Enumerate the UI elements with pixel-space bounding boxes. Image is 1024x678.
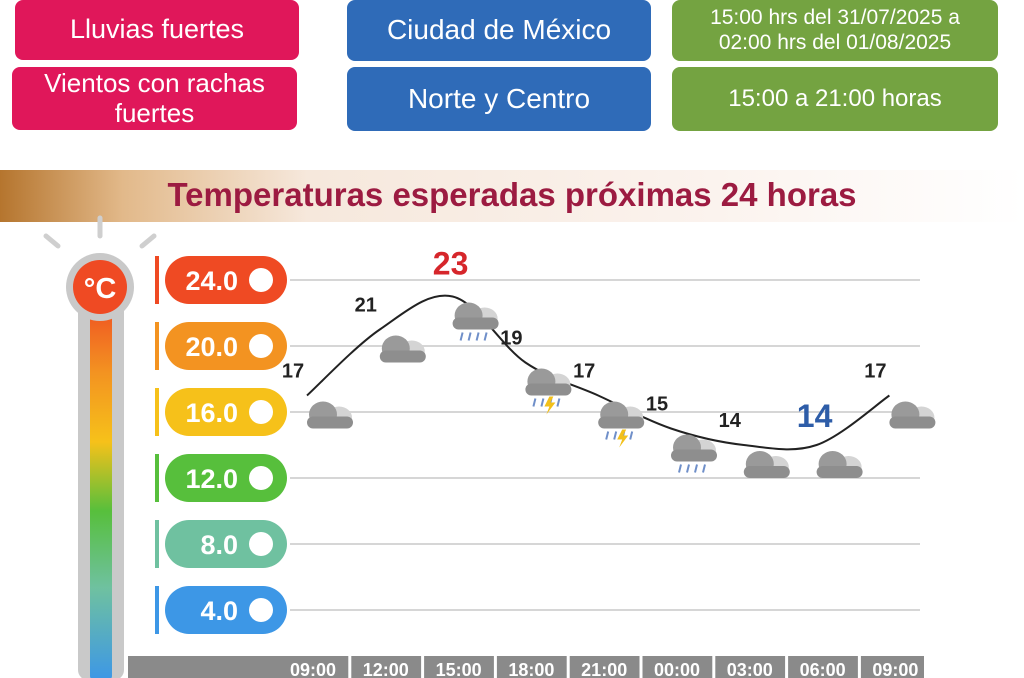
y-tick-pill [165, 520, 287, 568]
y-tick-marker [155, 520, 159, 568]
y-tick-marker [155, 256, 159, 304]
x-tick-label: 12:00 [363, 660, 409, 678]
y-tick-dot [249, 334, 273, 358]
value-label: 15 [646, 394, 668, 416]
cloudy-icon [743, 451, 790, 478]
region-badge: Ciudad de México [347, 0, 651, 61]
y-tick-label: 8.0 [200, 530, 238, 560]
y-tick-marker [155, 322, 159, 370]
value-label: 19 [500, 328, 522, 350]
temperature-line [306, 294, 890, 451]
y-tick-label: 24.0 [185, 266, 238, 296]
min-value-label: 14 [797, 398, 833, 434]
y-tick-pill [165, 454, 287, 502]
thermometer-icon: °C [43, 215, 157, 678]
cloudy-icon [307, 401, 353, 429]
x-tick-label: 15:00 [436, 660, 482, 678]
value-label: 21 [355, 295, 377, 317]
y-tick-label: 16.0 [185, 398, 238, 428]
value-label: 17 [864, 361, 886, 383]
y-tick-label: 12.0 [185, 464, 238, 494]
period-badge: 15:00 hrs del 31/07/2025 a 02:00 hrs del… [672, 0, 998, 61]
storm-icon [525, 368, 572, 415]
storm-icon [598, 401, 645, 448]
y-tick-pill [165, 388, 287, 436]
rain-icon [452, 302, 499, 341]
y-tick-pill [165, 256, 287, 304]
cloudy-icon [889, 401, 936, 429]
section-title: Temperaturas esperadas próximas 24 horas [167, 176, 857, 213]
x-tick-label: 09:00 [872, 660, 918, 678]
y-tick-dot [249, 598, 273, 622]
x-axis-bar [128, 656, 924, 678]
period-badge: 15:00 a 21:00 horas [672, 67, 998, 131]
y-tick-label: 4.0 [200, 596, 238, 626]
phenomenon-badge: Lluvias fuertes [15, 0, 299, 60]
y-tick-marker [155, 586, 159, 634]
value-label: 17 [573, 361, 595, 383]
section-banner [0, 170, 1024, 222]
y-tick-pill [165, 586, 287, 634]
y-tick-marker [155, 454, 159, 502]
y-tick-pill [165, 322, 287, 370]
value-label: 14 [719, 410, 742, 432]
phenomenon-badge: Vientos con rachas fuertes [12, 67, 297, 130]
x-tick-label: 21:00 [581, 660, 627, 678]
y-tick-dot [249, 532, 273, 556]
y-tick-marker [155, 388, 159, 436]
value-label: 17 [282, 361, 304, 383]
x-tick-label: 03:00 [727, 660, 773, 678]
y-tick-dot [249, 400, 273, 424]
x-tick-label: 06:00 [800, 660, 846, 678]
y-tick-label: 20.0 [185, 332, 238, 362]
x-tick-label: 09:00 [290, 660, 336, 678]
y-tick-dot [249, 466, 273, 490]
cloudy-icon [816, 451, 863, 478]
unit-label: °C [84, 273, 117, 305]
cloudy-icon [379, 335, 426, 363]
y-tick-dot [249, 268, 273, 292]
region-badge: Norte y Centro [347, 67, 651, 131]
x-tick-label: 00:00 [654, 660, 700, 678]
rain-icon [671, 434, 717, 473]
x-tick-label: 18:00 [508, 660, 554, 678]
max-value-label: 23 [433, 246, 469, 282]
